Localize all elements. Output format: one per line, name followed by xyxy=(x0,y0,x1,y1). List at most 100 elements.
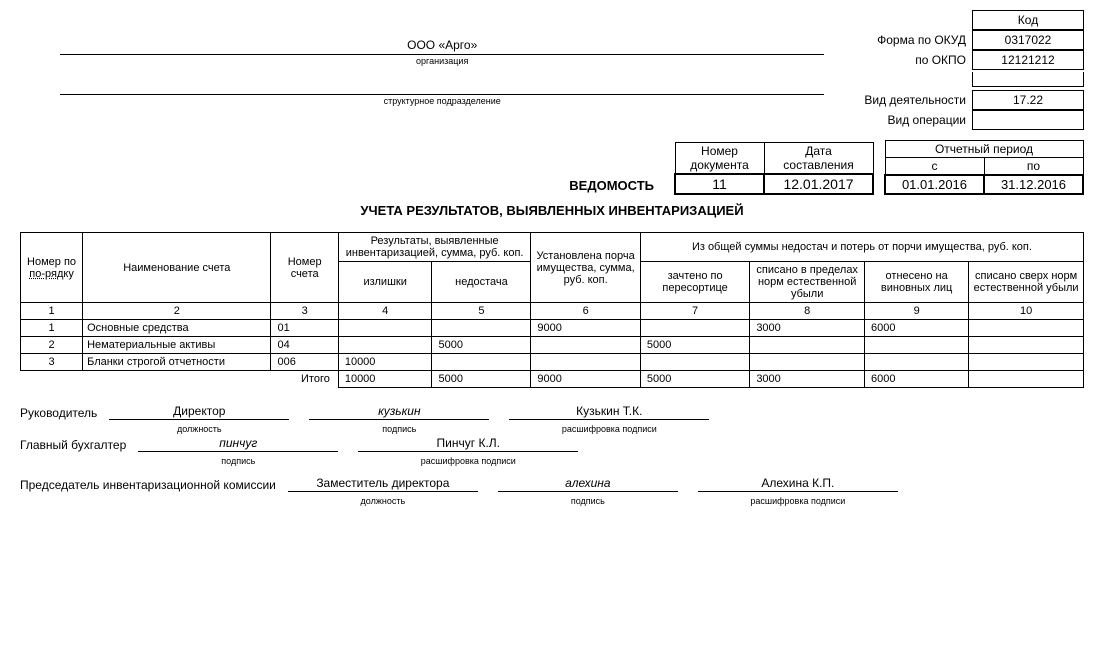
colnum-10: 10 xyxy=(969,303,1084,320)
cell xyxy=(338,320,432,337)
col-naimen: Наименование счета xyxy=(83,233,271,303)
colnum-1: 1 xyxy=(21,303,83,320)
colnum-9: 9 xyxy=(865,303,969,320)
colnum-3: 3 xyxy=(271,303,338,320)
nomer-value: 11 xyxy=(675,174,764,194)
cell xyxy=(969,320,1084,337)
doc-header-row: ВЕДОМОСТЬ Номер документа Дата составлен… xyxy=(20,140,1084,195)
vid-deyat-label: Вид деятельности xyxy=(864,93,972,107)
cell: 2 xyxy=(21,337,83,354)
col-nomer-suffix: дку xyxy=(57,268,74,280)
pred-row: Председатель инвентаризационной комиссии… xyxy=(20,476,1084,492)
col-porcha: Установлена порча имущества, сумма, руб.… xyxy=(531,233,640,303)
col-spisano-predel: списано в пределах норм естественной убы… xyxy=(750,262,865,303)
vid-oper-label: Вид операции xyxy=(887,113,972,127)
colnum-5: 5 xyxy=(432,303,531,320)
col-nomer-prefix: Номер по xyxy=(27,256,76,268)
cell xyxy=(750,337,865,354)
cell: 3 xyxy=(21,354,83,371)
po-label: по xyxy=(984,158,1083,176)
ruk-podpis: кузькин xyxy=(309,404,489,420)
cell: 3000 xyxy=(750,320,865,337)
cell xyxy=(640,320,749,337)
data-sost-label: Дата составления xyxy=(764,143,873,175)
org-sublabel: организация xyxy=(20,56,864,66)
rasshifr-sub: расшифровка подписи xyxy=(509,424,709,434)
cell: 5000 xyxy=(640,337,749,354)
org-block: ООО «Арго» организация структурное подра… xyxy=(20,10,864,106)
pred-dolzh: Заместитель директора xyxy=(288,476,478,492)
col-iz-obshey: Из общей суммы недостач и потерь от порч… xyxy=(640,233,1083,262)
cell: Бланки строгой отчетности xyxy=(83,354,271,371)
itogo-cell xyxy=(969,371,1084,388)
cell xyxy=(969,337,1084,354)
colnum-2: 2 xyxy=(83,303,271,320)
rasshifr-sub: расшифровка подписи xyxy=(358,456,578,466)
period-label: Отчетный период xyxy=(885,141,1083,158)
cell: 01 xyxy=(271,320,338,337)
glav-label: Главный бухгалтер xyxy=(20,438,138,452)
itogo-cell: 3000 xyxy=(750,371,865,388)
cell xyxy=(338,337,432,354)
s-label: с xyxy=(885,158,984,176)
col-nomer-ry: по-ря xyxy=(29,268,57,280)
col-otneseno: отнесено на виновных лиц xyxy=(865,262,969,303)
main-table: Номер по по-рядку Наименование счета Ном… xyxy=(20,232,1084,388)
cell: 9000 xyxy=(531,320,640,337)
cell: 04 xyxy=(271,337,338,354)
podpis-sub: подпись xyxy=(309,424,489,434)
itogo-cell: 9000 xyxy=(531,371,640,388)
ruk-label: Руководитель xyxy=(20,406,109,420)
cell: Основные средства xyxy=(83,320,271,337)
vid-oper-value xyxy=(972,110,1084,130)
col-num-row: 1 2 3 4 5 6 7 8 9 10 xyxy=(21,303,1084,320)
header-section: ООО «Арго» организация структурное подра… xyxy=(20,10,1084,130)
colnum-7: 7 xyxy=(640,303,749,320)
colnum-6: 6 xyxy=(531,303,640,320)
struct-line xyxy=(60,80,824,95)
cell: 10000 xyxy=(338,354,432,371)
col-nedostacha: недостача xyxy=(432,262,531,303)
cell xyxy=(432,354,531,371)
cell xyxy=(865,337,969,354)
cell xyxy=(531,354,640,371)
ruk-rasshifr: Кузькин Т.К. xyxy=(509,404,709,420)
itogo-cell: 5000 xyxy=(432,371,531,388)
ruk-row: Руководитель Директор кузькин Кузькин Т.… xyxy=(20,404,1084,420)
spacer-box xyxy=(972,72,1084,87)
title-line2: УЧЕТА РЕЗУЛЬТАТОВ, ВЫЯВЛЕННЫХ ИНВЕНТАРИЗ… xyxy=(20,203,1084,218)
itogo-cell: 10000 xyxy=(338,371,432,388)
dolzh-sub: должность xyxy=(288,496,478,506)
cell: 6000 xyxy=(865,320,969,337)
struct-sublabel: структурное подразделение xyxy=(20,96,864,106)
org-name: ООО «Арго» xyxy=(60,38,824,55)
col-rezult: Результаты, выявленные инвентаризацией, … xyxy=(338,233,531,262)
podpis-sub: подпись xyxy=(138,456,338,466)
col-nomer: Номер по по-рядку xyxy=(21,233,83,303)
pred-rasshifr: Алехина К.П. xyxy=(698,476,898,492)
code-block: Код Форма по ОКУД 0317022 по ОКПО 121212… xyxy=(864,10,1084,130)
rasshifr-sub: расшифровка подписи xyxy=(698,496,898,506)
okpo-label: по ОКПО xyxy=(915,53,972,67)
col-nomer-scheta: Номер счета xyxy=(271,233,338,303)
cell xyxy=(432,320,531,337)
data-value: 12.01.2017 xyxy=(764,174,873,194)
dolzh-sub: должность xyxy=(109,424,289,434)
itogo-row: Итого 10000 5000 9000 5000 3000 6000 xyxy=(21,371,1084,388)
okud-value: 0317022 xyxy=(972,30,1084,50)
colnum-4: 4 xyxy=(338,303,432,320)
table-row: 2 Нематериальные активы 04 5000 5000 xyxy=(21,337,1084,354)
cell xyxy=(750,354,865,371)
cell: 1 xyxy=(21,320,83,337)
period-table: Отчетный период с по 01.01.2016 31.12.20… xyxy=(884,140,1084,195)
cell: 5000 xyxy=(432,337,531,354)
glav-rasshifr: Пинчуг К.Л. xyxy=(358,436,578,452)
col-peresort: зачтено по пересортице xyxy=(640,262,749,303)
cell xyxy=(531,337,640,354)
pred-label: Председатель инвентаризационной комиссии xyxy=(20,478,288,492)
kod-header: Код xyxy=(972,10,1084,30)
itogo-cell: 5000 xyxy=(640,371,749,388)
glav-podpis: пинчуг xyxy=(138,436,338,452)
vedomost-title: ВЕДОМОСТЬ xyxy=(569,178,654,195)
itogo-label: Итого xyxy=(21,371,339,388)
